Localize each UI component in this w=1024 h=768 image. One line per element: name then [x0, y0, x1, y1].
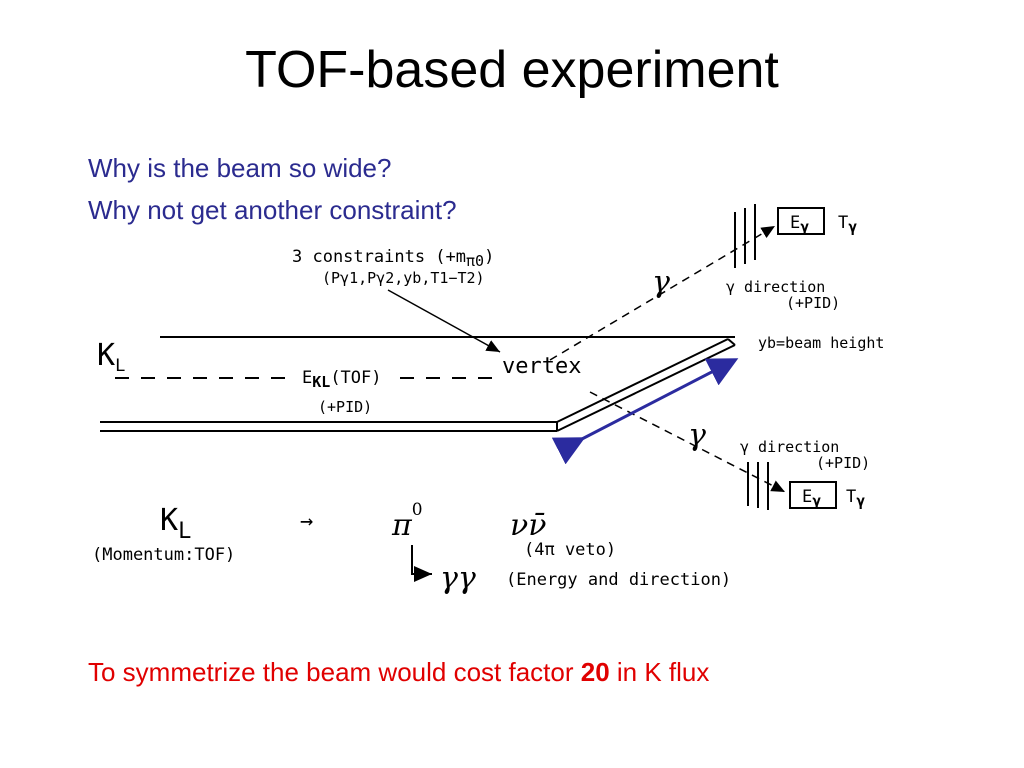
- slide-title: TOF-based experiment: [245, 41, 779, 99]
- question-constraint: Why not get another constraint?: [88, 195, 457, 225]
- constraints-label: 3 constraints (+mπ0): [292, 247, 494, 270]
- top-pid-label: (+PID): [786, 294, 840, 312]
- kl-label: KL: [97, 338, 125, 376]
- photon-lower-path: [589, 391, 786, 493]
- beam-height-label: yb=beam height: [758, 334, 884, 352]
- footer-note: To symmetrize the beam would cost factor…: [88, 656, 709, 688]
- bottom-t-label: Tγ: [846, 487, 865, 510]
- decay-momentum: (Momentum:TOF): [92, 545, 235, 565]
- bottom-detector: [747, 462, 837, 510]
- constraints-arrow: [387, 289, 501, 353]
- decay-pi: π0: [391, 500, 423, 543]
- ekl-label: EKL(TOF): [302, 368, 382, 391]
- top-t-label: Tγ: [838, 213, 857, 236]
- photon-upper-path: [549, 225, 776, 361]
- vertex-label: vertex: [502, 354, 581, 379]
- footer-suffix: in K flux: [609, 657, 710, 687]
- gamma-upper: γ: [652, 265, 670, 300]
- top-direction-label: γ direction: [726, 278, 825, 296]
- gamma-lower: γ: [688, 418, 706, 453]
- bottom-e-label: Eγ: [802, 487, 821, 510]
- decay-branch: [411, 545, 432, 582]
- top-detector: [734, 204, 825, 268]
- decay-arrow: →: [300, 509, 313, 534]
- top-e-label: Eγ: [790, 213, 809, 236]
- decay-kl: KL: [160, 503, 191, 544]
- question-beam-width: Why is the beam so wide?: [88, 153, 392, 183]
- detector-plane: [556, 344, 736, 432]
- decay-gg: γγ: [440, 561, 476, 596]
- decay-nunu: νν̄: [510, 508, 546, 543]
- decay-energy: (Energy and direction): [506, 570, 731, 590]
- detector-plane: [556, 338, 729, 423]
- beam-height-arrow: [551, 358, 739, 465]
- pid-left-label: (+PID): [318, 398, 372, 416]
- footer-factor: 20: [580, 657, 610, 687]
- bottom-pid-label: (+PID): [816, 454, 870, 472]
- constraints-vars: (Pγ1,Pγ2,yb,T1−T2): [322, 269, 485, 287]
- decay-veto: (4π veto): [524, 540, 616, 560]
- footer-prefix: To symmetrize the beam would cost factor: [88, 657, 581, 687]
- bottom-direction-label: γ direction: [740, 438, 839, 456]
